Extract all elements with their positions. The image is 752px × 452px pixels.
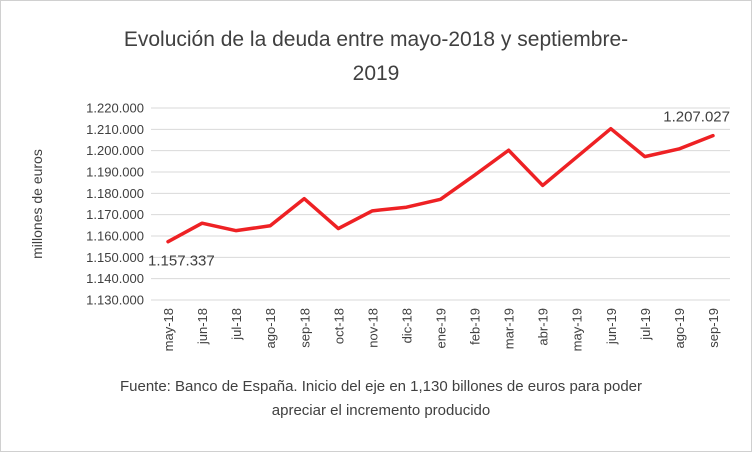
x-tick-label: oct-18	[331, 308, 346, 344]
x-tick-label: sep-19	[706, 308, 721, 348]
y-tick-label: 1.140.000	[86, 271, 144, 286]
x-tick-label: dic-18	[399, 308, 414, 343]
x-tick-label: jul-19	[638, 308, 653, 341]
x-tick-label: jul-18	[229, 308, 244, 341]
x-tick-label: jun-19	[604, 308, 619, 345]
x-tick-label: may-19	[570, 308, 585, 351]
y-tick-label: 1.210.000	[86, 122, 144, 137]
x-tick-label: ago-19	[672, 308, 687, 348]
y-tick-label: 1.220.000	[86, 101, 144, 116]
debt-line-series	[166, 126, 715, 244]
y-tick-label: 1.130.000	[86, 293, 144, 308]
y-tick-label: 1.160.000	[86, 229, 144, 244]
y-tick-label: 1.150.000	[86, 250, 144, 265]
y-tick-label: 1.170.000	[86, 207, 144, 222]
x-tick-label: may-18	[161, 308, 176, 351]
x-tick-label: mar-19	[502, 308, 517, 349]
source-note: Fuente: Banco de España. Inicio del eje …	[119, 378, 643, 419]
x-tick-label: jun-18	[195, 308, 210, 345]
data-label: 1.157.337	[148, 253, 215, 270]
x-tick-label: sep-18	[297, 308, 312, 348]
chart-title: Evolución de la deuda entre mayo-2018 y …	[123, 28, 629, 85]
x-tick-label: abr-19	[536, 308, 551, 346]
y-tick-label: 1.180.000	[86, 186, 144, 201]
y-tick-label: 1.200.000	[86, 143, 144, 158]
x-tick-label: nov-18	[365, 308, 380, 348]
x-tick-label: ene-19	[434, 308, 449, 348]
data-label: 1.207.027	[663, 109, 730, 126]
x-tick-label: ago-18	[263, 308, 278, 348]
x-tick-label: feb-19	[468, 308, 483, 345]
y-tick-label: 1.190.000	[86, 165, 144, 180]
